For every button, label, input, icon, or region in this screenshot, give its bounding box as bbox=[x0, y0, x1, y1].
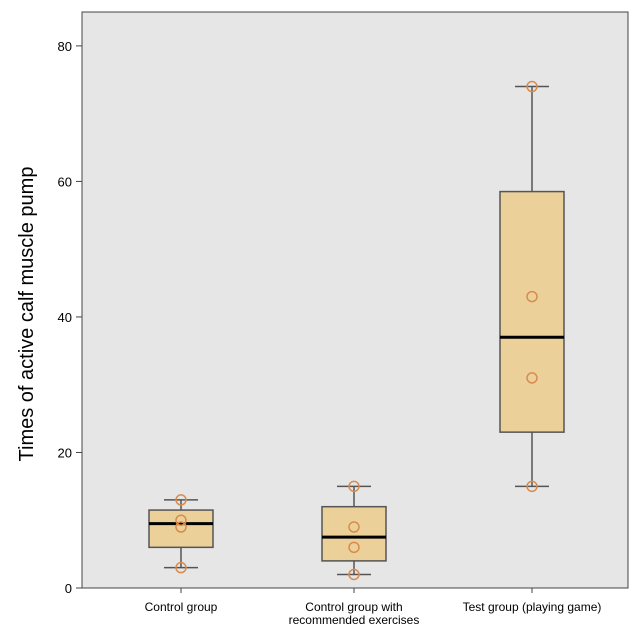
x-tick-label-line: Control group bbox=[145, 600, 218, 614]
data-point bbox=[175, 494, 187, 506]
data-point bbox=[526, 480, 538, 493]
data-point bbox=[348, 568, 360, 581]
x-tick-label-2: Control group with recommended exercises bbox=[289, 600, 420, 627]
x-tick-label-1: Control group bbox=[145, 600, 218, 614]
box-group-2 bbox=[321, 480, 387, 581]
box bbox=[499, 190, 565, 433]
y-tick-label: 20 bbox=[58, 445, 72, 460]
y-axis-title: Times of active calf muscle pump bbox=[16, 167, 38, 462]
data-point bbox=[348, 541, 360, 554]
boxes-layer bbox=[148, 80, 565, 581]
y-tick-label: 0 bbox=[65, 581, 72, 596]
data-point bbox=[348, 480, 360, 493]
data-point bbox=[175, 514, 187, 526]
y-tick-label: 40 bbox=[58, 310, 72, 325]
x-tick-label-line: Test group (playing game) bbox=[463, 600, 602, 614]
box-group-3 bbox=[499, 80, 565, 493]
x-tick-label-line: Control group with bbox=[305, 600, 402, 614]
x-tick-label-3: Test group (playing game) bbox=[463, 600, 602, 614]
data-point bbox=[526, 80, 538, 93]
y-tick-label: 80 bbox=[58, 39, 72, 54]
y-tick-label: 60 bbox=[58, 174, 72, 189]
data-point bbox=[175, 561, 187, 574]
x-tick-label-line: recommended exercises bbox=[289, 613, 420, 627]
data-point bbox=[526, 290, 538, 303]
data-point bbox=[526, 372, 538, 384]
data-point bbox=[175, 521, 187, 533]
data-point bbox=[348, 521, 360, 533]
axes-layer: Control group Control group with recommend… bbox=[58, 39, 602, 627]
box-group-1 bbox=[148, 494, 214, 574]
box bbox=[148, 509, 214, 549]
